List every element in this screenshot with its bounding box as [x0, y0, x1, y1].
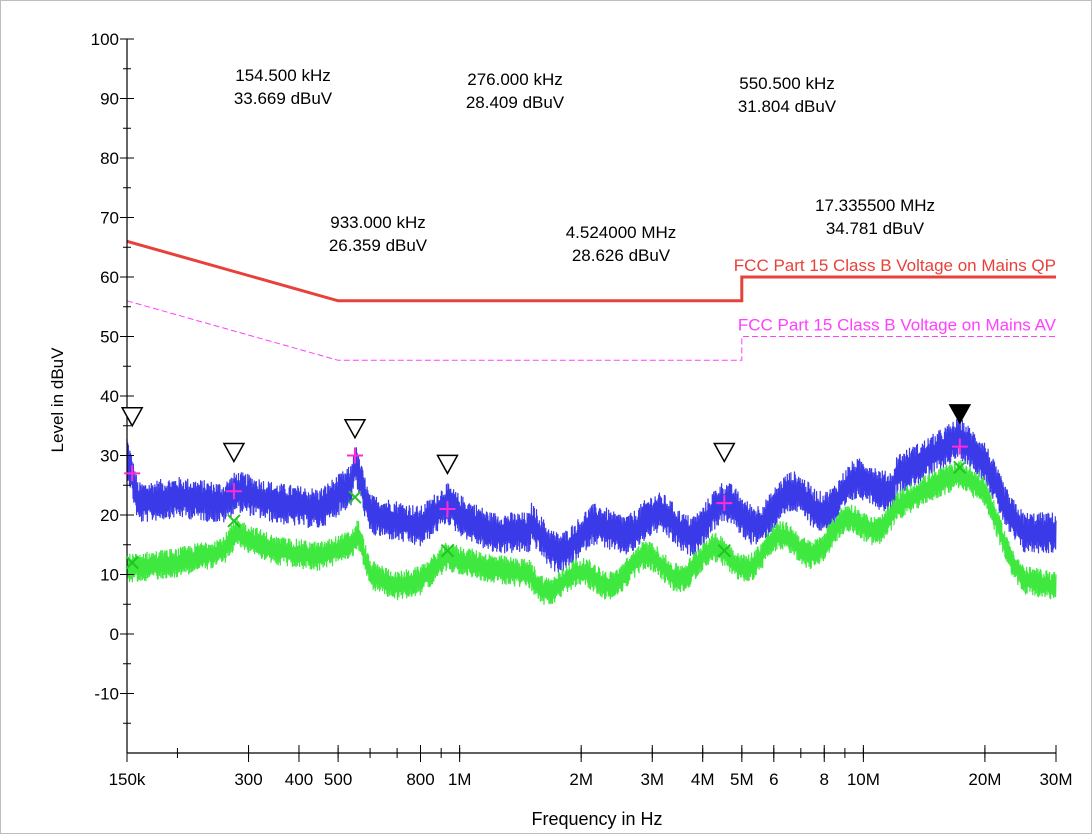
annotation-level: 28.626 dBuV [572, 246, 671, 265]
y-tick-label: 10 [100, 566, 119, 585]
x-axis-label: Frequency in Hz [531, 809, 662, 829]
qp-marker-plus [951, 438, 968, 455]
annotation-frequency: 550.500 kHz [739, 74, 834, 93]
annotation-frequency: 276.000 kHz [467, 70, 562, 89]
annotation-level: 28.409 dBuV [466, 93, 565, 112]
limit-lines: FCC Part 15 Class B Voltage on Mains QP F… [126, 239, 1057, 361]
qp-marker-plus [225, 483, 242, 500]
trace-peak [126, 417, 1057, 573]
annotation-frequency: 933.000 kHz [330, 213, 425, 232]
x-tick-label: 150k [109, 770, 146, 789]
qp-marker-plus [439, 501, 456, 518]
av-marker-x [953, 460, 967, 475]
peak-marker-triangle [222, 442, 246, 464]
av-marker-x [227, 514, 241, 528]
y-tick-label: 90 [100, 90, 119, 109]
x-tick-label: 1M [448, 770, 472, 789]
trace-average [126, 459, 1057, 605]
markers [120, 404, 972, 570]
av-marker-b [717, 543, 732, 558]
x-tick-label: 6 [769, 770, 778, 789]
y-tick-label: 60 [100, 268, 119, 287]
x-tick-label: 800 [406, 770, 434, 789]
peak-annotations: 154.500 kHz 33.669 dBuV 276.000 kHz 28.409 … [234, 66, 935, 265]
y-tick-label: -10 [94, 685, 119, 704]
av-marker-x [125, 555, 139, 570]
av-marker-x [348, 490, 362, 504]
x-tick-label: 5M [730, 770, 754, 789]
y-tick-label: 70 [100, 209, 119, 228]
annotation-frequency: 4.524000 MHz [566, 223, 677, 242]
av-marker-b [440, 543, 455, 558]
av-marker-b [227, 514, 241, 528]
y-tick-label: 80 [100, 149, 119, 168]
peak-marker-triangle [436, 454, 459, 475]
limit-label-qp: FCC Part 15 Class B Voltage on Mains QP [734, 256, 1056, 275]
y-tick-label: 100 [91, 30, 119, 49]
x-tick-label: 10M [847, 770, 880, 789]
peak-marker-triangle [713, 442, 736, 464]
av-marker-x [440, 543, 455, 558]
y-tick-label: 30 [100, 447, 119, 466]
y-tick-label: 0 [110, 625, 119, 644]
annotation-frequency: 17.335500 MHz [815, 196, 935, 215]
y-axis-label: Level in dBuV [48, 347, 67, 453]
annotation-level: 34.781 dBuV [826, 219, 925, 238]
qp-marker-plus [124, 465, 141, 482]
av-marker-b [348, 490, 362, 504]
y-tick-label: 20 [100, 506, 119, 525]
peak-marker-triangle [343, 418, 367, 440]
annotation-frequency: 154.500 kHz [235, 66, 330, 85]
x-tick-label: 400 [285, 770, 313, 789]
av-marker-b [125, 555, 139, 570]
limit-line-av [126, 300, 1056, 361]
series-layer [126, 417, 1057, 605]
peak-marker-triangle [948, 404, 972, 425]
annotation-level: 26.359 dBuV [329, 236, 428, 255]
x-tick-label: 30M [1039, 770, 1072, 789]
annotation-level: 33.669 dBuV [234, 89, 333, 108]
av-marker-b [953, 460, 967, 475]
x-tick-label: 2M [569, 770, 593, 789]
x-tick-label: 300 [234, 770, 262, 789]
y-tick-label: 40 [100, 387, 119, 406]
limit-line-qp [126, 239, 1056, 303]
x-tick-label: 500 [324, 770, 352, 789]
qp-marker-plus [716, 495, 733, 512]
annotation-level: 31.804 dBuV [738, 97, 837, 116]
peak-marker-triangle [120, 407, 144, 428]
x-tick-label: 8 [820, 770, 829, 789]
av-marker-x [717, 543, 732, 558]
limit-label-av: FCC Part 15 Class B Voltage on Mains AV [738, 316, 1057, 335]
x-tick-label: 4M [691, 770, 715, 789]
x-tick-label: 20M [968, 770, 1001, 789]
y-tick-label: 50 [100, 328, 119, 347]
x-tick-label: 3M [640, 770, 664, 789]
qp-marker-plus [346, 447, 363, 464]
